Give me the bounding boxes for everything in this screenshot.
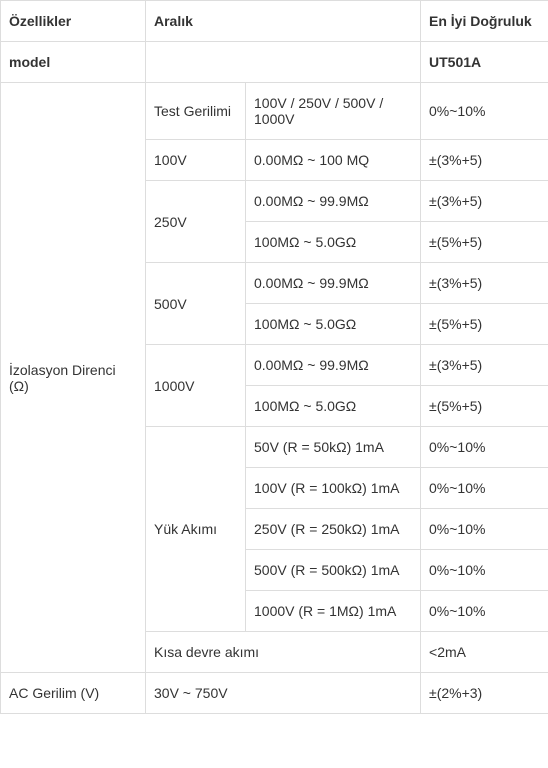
iso-acc-7: ±(5%+5) bbox=[421, 386, 548, 427]
iso-acc-4: ±(3%+5) bbox=[421, 263, 548, 304]
iso-range-4: 0.00MΩ ~ 99.9MΩ bbox=[246, 263, 421, 304]
iso-sub-13: Kısa devre akımı bbox=[146, 632, 421, 673]
iso-acc-2: ±(3%+5) bbox=[421, 181, 548, 222]
iso-range-2: 0.00MΩ ~ 99.9MΩ bbox=[246, 181, 421, 222]
iso-acc-0: 0%~10% bbox=[421, 83, 548, 140]
iso-acc-11: 0%~10% bbox=[421, 550, 548, 591]
ac-range: 30V ~ 750V bbox=[146, 673, 421, 714]
iso-acc-13: <2mA bbox=[421, 632, 548, 673]
iso-acc-5: ±(5%+5) bbox=[421, 304, 548, 345]
model-range bbox=[146, 42, 421, 83]
iso-range-7: 100MΩ ~ 5.0GΩ bbox=[246, 386, 421, 427]
iso-range-6: 0.00MΩ ~ 99.9MΩ bbox=[246, 345, 421, 386]
ac-row: AC Gerilim (V) 30V ~ 750V ±(2%+3) bbox=[1, 673, 548, 714]
iso-acc-6: ±(3%+5) bbox=[421, 345, 548, 386]
iso-sub-8: Yük Akımı bbox=[146, 427, 246, 632]
iso-row-0: İzolasyon Direnci (Ω) Test Gerilimi 100V… bbox=[1, 83, 548, 140]
header-range: Aralık bbox=[146, 1, 421, 42]
iso-range-11: 500V (R = 500kΩ) 1mA bbox=[246, 550, 421, 591]
iso-range-8: 50V (R = 50kΩ) 1mA bbox=[246, 427, 421, 468]
iso-acc-1: ±(3%+5) bbox=[421, 140, 548, 181]
ac-label: AC Gerilim (V) bbox=[1, 673, 146, 714]
iso-sub-4: 500V bbox=[146, 263, 246, 345]
header-row: Özellikler Aralık En İyi Doğruluk bbox=[1, 1, 548, 42]
iso-range-5: 100MΩ ~ 5.0GΩ bbox=[246, 304, 421, 345]
ac-acc: ±(2%+3) bbox=[421, 673, 548, 714]
iso-acc-9: 0%~10% bbox=[421, 468, 548, 509]
iso-range-9: 100V (R = 100kΩ) 1mA bbox=[246, 468, 421, 509]
header-features: Özellikler bbox=[1, 1, 146, 42]
iso-acc-3: ±(5%+5) bbox=[421, 222, 548, 263]
iso-range-1: 0.00MΩ ~ 100 MQ bbox=[246, 140, 421, 181]
iso-range-0: 100V / 250V / 500V / 1000V bbox=[246, 83, 421, 140]
iso-range-12: 1000V (R = 1MΩ) 1mA bbox=[246, 591, 421, 632]
iso-sub-0: Test Gerilimi bbox=[146, 83, 246, 140]
model-row: model UT501A bbox=[1, 42, 548, 83]
header-accuracy: En İyi Doğruluk bbox=[421, 1, 548, 42]
iso-acc-10: 0%~10% bbox=[421, 509, 548, 550]
iso-acc-8: 0%~10% bbox=[421, 427, 548, 468]
model-label: model bbox=[1, 42, 146, 83]
iso-sub-2: 250V bbox=[146, 181, 246, 263]
iso-sub-6: 1000V bbox=[146, 345, 246, 427]
iso-acc-12: 0%~10% bbox=[421, 591, 548, 632]
iso-sub-1: 100V bbox=[146, 140, 246, 181]
iso-range-10: 250V (R = 250kΩ) 1mA bbox=[246, 509, 421, 550]
model-value: UT501A bbox=[421, 42, 548, 83]
iso-range-3: 100MΩ ~ 5.0GΩ bbox=[246, 222, 421, 263]
iso-label: İzolasyon Direnci (Ω) bbox=[1, 83, 146, 673]
spec-table: Özellikler Aralık En İyi Doğruluk model … bbox=[0, 0, 548, 714]
